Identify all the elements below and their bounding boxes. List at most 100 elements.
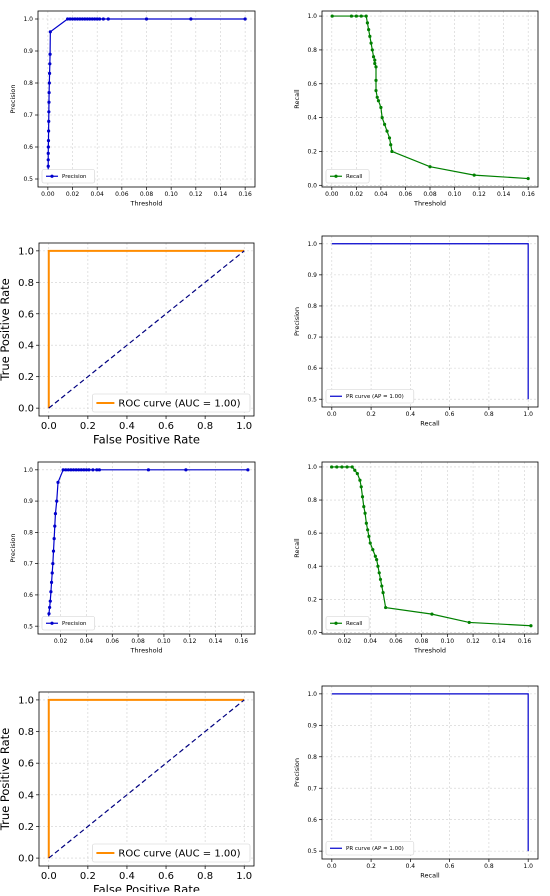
data-point xyxy=(246,468,250,472)
data-point xyxy=(353,468,357,472)
plot-frame xyxy=(321,685,539,860)
x-tick-label: 0.8 xyxy=(197,421,213,432)
data-point xyxy=(46,151,50,155)
y-tick-label: 1.0 xyxy=(307,464,317,471)
data-point xyxy=(101,17,105,21)
x-tick-label: 0.0 xyxy=(327,863,337,870)
data-point xyxy=(376,99,381,103)
data-point xyxy=(371,548,375,552)
chart-panel-3: 0.0 0.2 0.4 0.6 0.8 1.0 0.0 0.2 0.4 0.6 0.8 1.0 Fals… xyxy=(0,242,255,447)
data-point xyxy=(61,468,65,472)
y-tick-label: 0.5 xyxy=(23,176,33,183)
y-tick-label: 0.4 xyxy=(307,115,317,122)
data-point xyxy=(47,612,51,616)
y-tick-label: 0.8 xyxy=(18,278,34,289)
data-point xyxy=(68,17,72,21)
y-tick-label: 0.2 xyxy=(307,596,317,603)
y-tick-label: 0.7 xyxy=(23,561,33,568)
y-tick-label: 0.4 xyxy=(18,341,34,352)
data-point xyxy=(371,55,376,59)
y-tick-label: 0.8 xyxy=(23,529,33,536)
x-tick-label: 0.10 xyxy=(164,191,178,198)
data-point xyxy=(379,105,383,110)
y-tick-label: 0.0 xyxy=(307,629,317,636)
data-point xyxy=(78,17,82,21)
plot-frame xyxy=(38,691,255,867)
y-axis-label: True Positive Rate xyxy=(0,278,12,381)
y-tick-label: 0.6 xyxy=(307,530,317,537)
y-axis-label: Precision xyxy=(293,758,301,787)
y-tick-label: 0.0 xyxy=(18,404,34,415)
data-point xyxy=(49,580,54,585)
chart-panel-5: 0.02 0.04 0.06 0.08 0.10 0.12 0.14 0.16 0.5 0.6 0.… xyxy=(9,461,256,655)
x-axis-label: Threshold xyxy=(413,200,446,208)
chart-panel-7: 0.0 0.2 0.4 0.6 0.8 1.0 0.0 0.2 0.4 0.6 0.8 1.0 Fals… xyxy=(0,691,255,896)
data-point xyxy=(380,584,384,588)
series-line-1 xyxy=(331,243,529,400)
legend-box xyxy=(92,843,251,863)
data-point xyxy=(46,158,50,162)
data-point xyxy=(75,17,80,21)
y-axis-label: Recall xyxy=(293,538,301,558)
x-tick-label: 0.14 xyxy=(209,638,223,645)
data-point xyxy=(64,468,68,472)
x-tick-label: 0.00 xyxy=(41,191,55,198)
data-point xyxy=(380,116,384,120)
x-axis-label: Threshold xyxy=(413,647,446,655)
data-point xyxy=(48,52,52,56)
data-point xyxy=(52,537,56,541)
data-point xyxy=(360,495,365,499)
data-point xyxy=(80,17,84,21)
x-tick-label: 0.8 xyxy=(197,871,213,882)
y-tick-label: 0.5 xyxy=(23,623,33,630)
x-tick-label: 0.04 xyxy=(374,191,388,198)
data-point xyxy=(389,143,393,147)
y-tick-label: 0.8 xyxy=(307,497,317,504)
legend: Recall xyxy=(325,616,370,631)
legend: ROC curve (AUC = 1.00) xyxy=(92,393,251,413)
data-point xyxy=(368,34,372,38)
x-tick-label: 0.04 xyxy=(80,638,94,645)
data-point xyxy=(144,17,149,21)
x-tick-label: 0.08 xyxy=(140,191,154,198)
x-tick-label: 0.04 xyxy=(91,191,105,198)
data-point xyxy=(47,91,51,95)
data-point xyxy=(364,521,368,525)
legend-label: Recall xyxy=(346,174,363,180)
x-tick-label: 0.0 xyxy=(327,411,337,418)
series-line-2 xyxy=(48,250,245,409)
plot-frame xyxy=(321,461,539,635)
data-point xyxy=(373,554,377,558)
series-line-2 xyxy=(48,699,245,859)
data-point xyxy=(47,119,51,123)
y-tick-label: 0.6 xyxy=(23,144,33,151)
data-point xyxy=(362,505,366,509)
data-point xyxy=(373,58,377,62)
data-point xyxy=(51,549,56,553)
x-tick-label: 0.0 xyxy=(41,871,57,882)
data-point xyxy=(51,562,55,566)
y-tick-label: 1.0 xyxy=(307,13,317,20)
x-tick-label: 0.6 xyxy=(445,411,455,418)
data-point xyxy=(358,478,362,482)
data-point xyxy=(184,468,188,472)
y-axis-label: Precision xyxy=(9,84,17,113)
x-tick-label: 0.8 xyxy=(484,863,494,870)
series-line-1 xyxy=(332,15,529,180)
legend-box xyxy=(325,169,370,184)
data-point xyxy=(428,165,432,169)
x-tick-label: 0.12 xyxy=(183,638,197,645)
x-tick-label: 0.2 xyxy=(80,871,96,882)
x-axis-label: False Positive Rate xyxy=(93,433,200,447)
data-point xyxy=(46,139,51,143)
legend-marker xyxy=(334,621,338,625)
series-line-1 xyxy=(331,466,531,627)
data-point xyxy=(71,468,76,472)
series-line-1 xyxy=(331,693,529,852)
x-tick-label: 0.4 xyxy=(406,863,416,870)
legend-box xyxy=(325,841,415,856)
data-point xyxy=(355,471,359,476)
data-point xyxy=(369,41,373,45)
data-point xyxy=(84,468,89,472)
data-point xyxy=(387,136,392,140)
